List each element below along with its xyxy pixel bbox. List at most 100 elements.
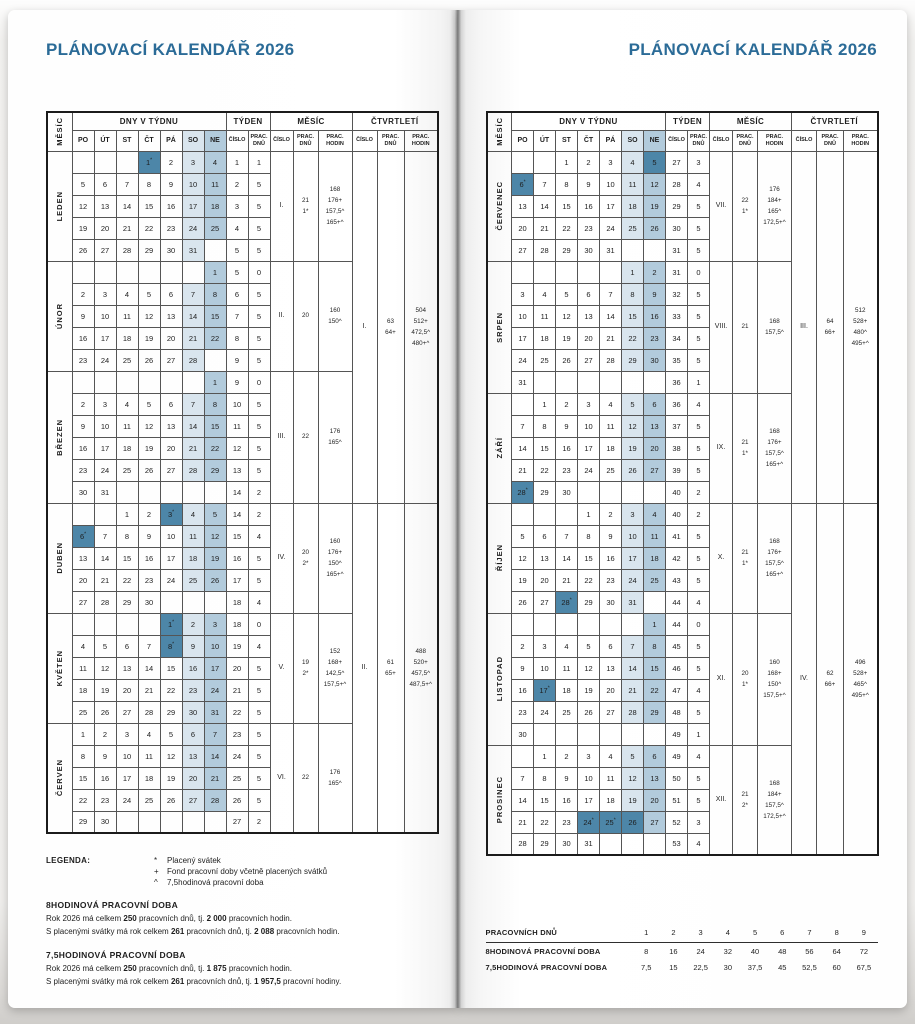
week-number-cell: 3 (225, 194, 249, 218)
day-cell: 5 (203, 502, 227, 526)
day-cell: 18 (115, 326, 139, 350)
day-header-pá: PÁ (599, 129, 622, 152)
day-cell: 20 (159, 436, 183, 460)
day-cell: 8 (115, 524, 139, 548)
week-workdays-cell: 5 (687, 524, 710, 548)
legend-text: 7,5hodinová pracovní doba (167, 878, 264, 887)
day-cell: 5 (621, 744, 644, 768)
week-number-cell: 9 (225, 370, 249, 394)
day-cell (511, 260, 534, 284)
day-cell: 8 (555, 172, 578, 196)
day-cell: 1 (115, 502, 139, 526)
day-cell: 19 (159, 766, 183, 790)
week-number-cell: 32 (665, 282, 688, 306)
day-cell: 23 (643, 326, 666, 350)
day-cell (93, 612, 117, 636)
day-cell: 27 (643, 810, 666, 834)
day-cell: 4 (621, 150, 644, 174)
sub-header: PRAC. HODIN (757, 129, 792, 152)
day-cell (555, 722, 578, 746)
work-days-row-value: 64 (832, 946, 841, 956)
day-cell: 9 (555, 766, 578, 790)
week-number-cell: 23 (225, 722, 249, 746)
sub-header: ČÍSLO (791, 129, 817, 152)
day-cell: 6* (511, 172, 534, 196)
day-cell: 1 (643, 612, 666, 636)
work-days-row-label: 7,5HODINOVÁ PRACOVNÍ DOBA (485, 962, 608, 972)
day-cell: 25 (599, 458, 622, 482)
week-workdays-cell: 5 (247, 656, 271, 680)
sub-header: ČÍSLO (269, 129, 294, 152)
month-workdays-cell: 22 (292, 370, 319, 504)
left-page: PLÁNOVACÍ KALENDÁŘ 2026 MĚSÍC DNY V TÝDNU… (8, 10, 458, 1008)
week-number-cell: 35 (665, 348, 688, 372)
day-cell: 17* (533, 678, 556, 702)
day-cell: 30 (71, 480, 95, 504)
day-cell: 5 (137, 282, 161, 306)
week-workdays-cell: 5 (247, 216, 271, 240)
day-cell: 6 (643, 744, 666, 768)
work-days-row-value: 15 (669, 962, 678, 972)
day-cell: 3* (159, 502, 183, 526)
day-cell: 18 (181, 546, 205, 570)
day-cell: 1 (577, 502, 600, 526)
week-workdays-cell: 1 (687, 370, 710, 394)
day-cell: 22 (555, 216, 578, 240)
day-cell: 7 (621, 634, 644, 658)
day-cell: 30 (577, 238, 600, 262)
day-cell: 10 (203, 634, 227, 658)
week-number-cell: 22 (225, 700, 249, 724)
day-cell (533, 260, 556, 284)
day-cell: 16 (137, 546, 161, 570)
day-cell (621, 480, 644, 504)
day-cell (71, 150, 95, 174)
day-cell: 12 (71, 194, 95, 218)
day-cell: 21 (93, 568, 117, 592)
day-cell: 20 (159, 326, 183, 350)
week-number-cell: 18 (225, 590, 249, 614)
sub-header: PRAC. DNŮ (376, 129, 405, 152)
day-cell: 11 (71, 656, 95, 680)
work-days-row-label: 8HODINOVÁ PRACOVNÍ DOBA (485, 946, 601, 956)
week-number-cell: 33 (665, 304, 688, 328)
sub-header: PRAC. DNŮ (292, 129, 319, 152)
work-days-row-value: 24 (696, 946, 705, 956)
work-days-row-value: 37,5 (747, 962, 763, 972)
day-cell: 29 (621, 348, 644, 372)
work-days-row-value: 7,5 (641, 962, 652, 972)
sub-header: ČÍSLO (351, 129, 378, 152)
note-text: pracovních dnů, tj. (136, 914, 207, 923)
day-cell: 26 (511, 590, 534, 614)
day-cell: 15 (621, 304, 644, 328)
day-cell (93, 370, 117, 394)
week-workdays-cell: 5 (247, 304, 271, 328)
day-cell: 24 (577, 458, 600, 482)
day-cell: 25 (555, 700, 578, 724)
legend-symbol: ^ (154, 878, 158, 887)
day-cell: 8 (137, 172, 161, 196)
week-workdays-cell: 5 (687, 766, 710, 790)
day-cell (643, 480, 666, 504)
day-cell (159, 480, 183, 504)
day-cell: 19 (511, 568, 534, 592)
day-cell: 28 (137, 700, 161, 724)
day-cell (203, 480, 227, 504)
day-cell: 10 (115, 744, 139, 768)
day-cell: 16 (71, 326, 95, 350)
month-name-cell: ZÁŘÍ (486, 392, 512, 504)
day-cell: 12 (577, 656, 600, 680)
month-number-cell: V. (269, 612, 294, 724)
week-number-cell: 1 (225, 150, 249, 174)
day-cell: 26 (93, 700, 117, 724)
day-cell: 7 (181, 282, 205, 306)
sub-header: PRAC. HODIN (843, 129, 878, 152)
week-workdays-cell: 5 (247, 326, 271, 350)
day-cell (511, 392, 534, 416)
calendar-table: MĚSÍC DNY V TÝDNU TÝDEN MĚSÍC ČTVRTLETÍ PO ÚT S… (485, 111, 879, 856)
day-cell (599, 260, 622, 284)
day-cell (533, 722, 556, 746)
calendar-table-left-container: MĚSÍC DNY V TÝDNU TÝDEN MĚSÍC ČTVRTLETÍ PO ÚT S… (46, 111, 439, 834)
month-name-cell: ČERVENEC (486, 150, 512, 262)
day-cell: 7 (115, 172, 139, 196)
book-spine (449, 10, 466, 1008)
